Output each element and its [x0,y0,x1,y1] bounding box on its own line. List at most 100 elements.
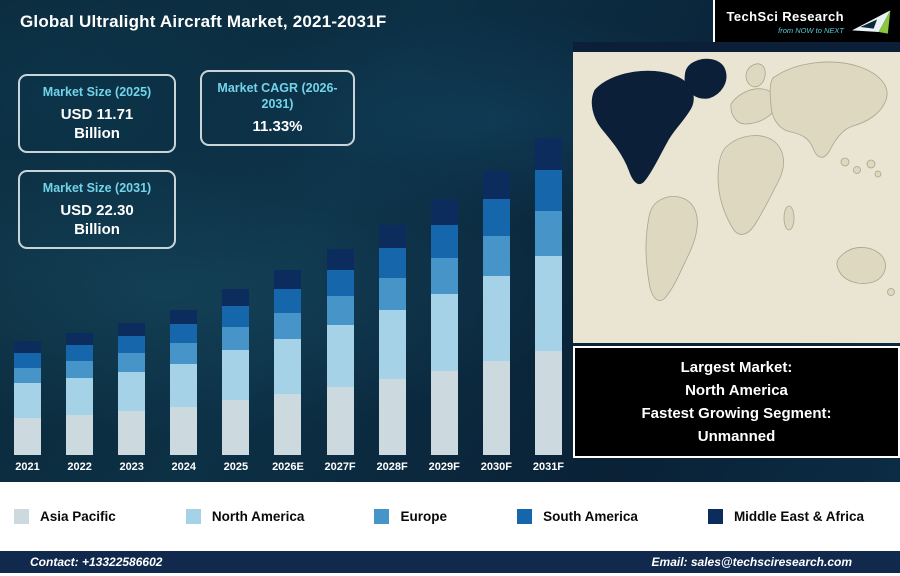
x-axis-label: 2028F [376,461,408,473]
bar-segment [430,294,458,371]
legend-swatch [185,509,201,524]
bar-2030F: 2030F [481,171,512,473]
bar-segment [482,276,510,362]
stat-value: USD 11.71 [60,106,134,123]
legend-swatch [707,509,723,524]
bar-segment [118,353,146,372]
bar-segment [378,247,406,278]
stat-value: 11.33% [252,118,303,135]
footer-contact: Contact: +13322586602 [30,555,163,569]
bar-segment [222,305,250,328]
stat-box-market-size-2025: Market Size (2025) USD 11.71 Billion [18,74,176,153]
world-map-panel [573,42,900,343]
bar-segment [274,338,302,395]
legend: Asia Pacific North America Europe South Ame… [0,482,900,551]
bar-2025: 2025 [222,288,250,473]
bar-segment [14,417,41,455]
x-axis-label: 2021 [15,461,40,473]
legend-label: Middle East & Africa [733,509,864,524]
bar-segment [326,269,354,297]
bar-segment [66,345,94,362]
infographic-background: Global Ultralight Aircraft Market, 2021-… [0,0,900,482]
bar-segment [170,324,198,344]
callout-line: North America [685,382,788,399]
legend-label: North America [211,509,305,524]
x-axis-label: 2025 [223,461,249,473]
bar-segment [14,352,41,368]
stat-box-market-size-2031: Market Size (2031) USD 22.30 Billion [18,170,176,249]
paper-plane-icon [852,9,891,34]
bar-segment [14,383,41,418]
stat-value: USD 22.30 [60,202,134,219]
callout-line: Largest Market: [680,359,793,376]
x-axis-label: 2030F [480,461,512,473]
bar-2024: 2024 [170,309,198,473]
bar-segment [274,312,302,339]
map-africa [717,135,784,235]
techsci-logo: TechSci Research from NOW to NEXT [713,0,900,45]
bar-segment [534,170,562,212]
bar-segment [378,224,406,248]
logo-name: TechSci Research [726,8,844,24]
bar-segment [430,258,458,295]
legend-item-asia-pacific: Asia Pacific [14,509,116,524]
bar-segment [274,270,302,289]
legend-swatch [517,509,533,524]
footer-bar: Contact: +13322586602 Email: sales@techs… [0,551,900,573]
bar-segment [534,255,562,351]
bar-segment [66,414,94,455]
bar-2027F: 2027F [324,249,356,473]
stat-box-market-cagr: Market CAGR (2026-2031) 11.33% [200,70,355,146]
bar-segment [482,199,510,237]
bar-segment [170,343,198,364]
bar-segment [326,249,354,270]
bar-segment [274,288,302,313]
legend-item-north-america: North America [185,509,305,524]
bar-2031F: 2031F [533,138,564,473]
logo-tagline: from NOW to NEXT [778,25,844,35]
bar-chart: 2021 2022 2023 2024 2025 2026E 2027F 2028F 2029F… [14,118,564,473]
bar-segment [274,394,302,455]
bar-segment [170,309,198,325]
x-axis-label: 2029F [428,461,460,473]
map-south-america [645,196,698,301]
x-axis-label: 2027F [324,461,356,473]
bar-2021: 2021 [14,341,41,473]
bar-segment [378,379,406,455]
bar-segment [66,361,94,379]
bar-segment [430,199,458,226]
bar-segment [222,327,250,351]
stat-label: Market Size (2025) [42,85,152,99]
legend-label: Europe [400,509,447,524]
bar-segment [430,370,458,455]
bar-segment [534,211,562,256]
stat-unit: Billion [74,221,120,238]
bar-segment [66,333,94,346]
map-madagascar [783,205,795,231]
footer-email: Email: sales@techsciresearch.com [651,555,852,569]
bar-2022: 2022 [66,333,94,473]
legend-item-middle-east-africa: Middle East & Africa [707,509,864,524]
bar-segment [482,361,510,455]
x-axis-label: 2031F [532,461,565,473]
map-australia [836,247,886,284]
bar-segment [326,296,354,326]
x-axis-label: 2026E [272,461,304,473]
map-north-america-highlight [591,70,694,184]
stat-unit: Billion [74,125,120,142]
x-axis-label: 2022 [67,461,92,473]
bar-segment [14,367,41,384]
bar-segment [222,400,250,455]
bar-segment [534,350,562,455]
bar-segment [222,288,250,306]
legend-swatch [14,509,29,524]
bar-segment [326,325,354,387]
legend-item-europe: Europe [374,509,447,524]
logo-text: TechSci Research from NOW to NEXT [727,9,844,35]
map-asia [769,61,888,158]
x-axis-label: 2024 [171,461,197,473]
bar-2026E: 2026E [272,270,304,473]
world-map [573,52,900,343]
bar-segment [118,371,146,412]
bar-segment [66,378,94,415]
